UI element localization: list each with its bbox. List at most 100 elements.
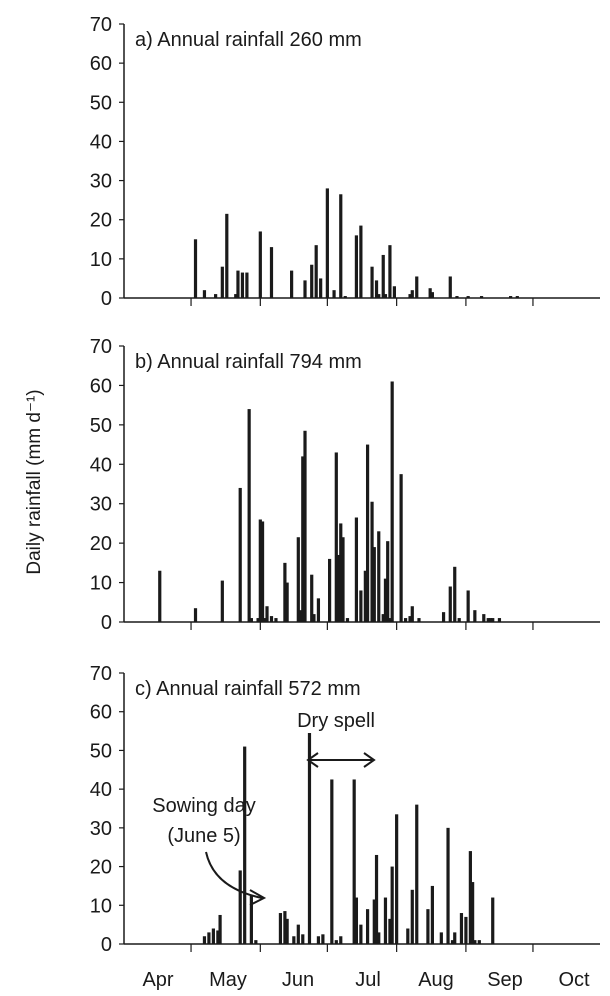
- rain-bar: [426, 909, 430, 944]
- y-tick-label: 20: [90, 533, 112, 555]
- rain-bar: [415, 804, 419, 944]
- rain-bar: [307, 733, 312, 944]
- rain-bar: [301, 934, 305, 944]
- panel-a: 0 10 20 30 40 50 60 70 a) Annual rainfall 260 mm: [90, 14, 600, 310]
- rain-bar: [383, 897, 388, 944]
- rain-bar: [310, 574, 314, 622]
- y-tick-label: 70: [90, 336, 112, 358]
- rain-bar: [441, 612, 446, 622]
- rain-bar: [408, 616, 412, 622]
- y-tick-label: 40: [90, 454, 112, 476]
- rain-bar: [193, 608, 198, 622]
- rain-bar: [354, 235, 359, 298]
- rain-bar: [339, 936, 343, 944]
- rain-bar: [471, 882, 475, 944]
- y-tick-label: 0: [101, 934, 112, 956]
- rain-bar: [310, 264, 314, 298]
- rain-bar: [330, 779, 334, 944]
- rain-bar: [220, 266, 224, 298]
- rain-bar: [372, 547, 376, 622]
- rain-bar: [341, 537, 345, 622]
- rain-bar: [466, 296, 470, 298]
- month-labels: Apr May Jun Jul Aug Sep Oct: [142, 969, 590, 991]
- y-tick-label: 30: [90, 171, 112, 193]
- rain-bar: [450, 940, 455, 944]
- rain-bar: [415, 276, 419, 298]
- panels-group: 0 10 20 30 40 50 60 70 a) Annual rainfall 260 mm…: [90, 14, 600, 956]
- rain-bar: [234, 294, 238, 298]
- rain-bar: [354, 897, 359, 944]
- rain-bar: [158, 570, 162, 622]
- rain-bar: [218, 914, 222, 944]
- y-tick-label: 10: [90, 249, 112, 271]
- rain-bar: [238, 870, 242, 944]
- rain-bar: [336, 554, 341, 622]
- rain-bar: [240, 272, 245, 298]
- rain-bar: [260, 521, 265, 622]
- rain-bar: [316, 598, 321, 622]
- rain-bar: [278, 913, 283, 944]
- rain-bar: [482, 614, 486, 622]
- rain-bar: [430, 292, 434, 298]
- rain-bar: [283, 562, 287, 622]
- sowing-arrow: [205, 851, 267, 906]
- rain-bar: [453, 932, 457, 944]
- rain-bar: [370, 501, 374, 622]
- rain-bar: [468, 851, 472, 944]
- rain-bar: [377, 932, 381, 944]
- rain-bar: [430, 885, 434, 944]
- y-tick-label: 30: [90, 494, 112, 516]
- panel-title: c) Annual rainfall 572 mm: [135, 678, 361, 700]
- dry-spell-arrow: [306, 752, 376, 768]
- rain-bar: [383, 578, 388, 622]
- rain-bar: [453, 566, 457, 622]
- rain-bar: [258, 519, 262, 622]
- rain-bar: [303, 280, 307, 298]
- sowing-day-label: Sowing day: [152, 795, 255, 817]
- rain-bar: [515, 296, 519, 298]
- y-tick-label: 70: [90, 663, 112, 685]
- rain-bar: [497, 618, 502, 622]
- rain-bar: [439, 932, 443, 944]
- y-tick-label: 50: [90, 740, 112, 762]
- rain-bar: [256, 618, 260, 622]
- rain-bar: [274, 618, 278, 622]
- sowing-date-label: (June 5): [167, 825, 240, 847]
- rain-bar: [283, 911, 287, 944]
- rain-bar: [365, 444, 370, 622]
- y-tick-label: 50: [90, 415, 112, 437]
- rain-bar: [249, 618, 253, 622]
- annotations: Dry spell Sowing day (June 5): [152, 710, 376, 906]
- rain-bar: [359, 225, 363, 298]
- rain-bar: [491, 897, 495, 944]
- y-tick-label: 10: [90, 895, 112, 917]
- rain-bar: [290, 270, 294, 298]
- rain-bar: [410, 606, 414, 622]
- rain-bar: [207, 932, 211, 944]
- rain-bar: [298, 610, 303, 622]
- rain-bar: [258, 231, 262, 298]
- rain-bar: [214, 294, 218, 298]
- rain-bar: [236, 270, 240, 298]
- rain-bar: [410, 889, 414, 944]
- rain-bar: [388, 918, 392, 944]
- rain-bar: [314, 245, 318, 298]
- rain-bar: [247, 409, 251, 622]
- y-tick-label: 10: [90, 573, 112, 595]
- rain-bar: [410, 290, 414, 298]
- rain-bar: [388, 618, 392, 622]
- rain-bar: [245, 272, 249, 298]
- rain-bar: [390, 866, 394, 944]
- y-tick-label: 40: [90, 779, 112, 801]
- rain-bar: [386, 541, 390, 622]
- y-tick-label: 50: [90, 92, 112, 114]
- dry-spell-label: Dry spell: [297, 710, 375, 732]
- rain-bar: [220, 580, 224, 622]
- y-tick-label: 60: [90, 53, 112, 75]
- rain-bar: [406, 928, 410, 944]
- panel-title: b) Annual rainfall 794 mm: [135, 351, 362, 373]
- rain-bar: [466, 590, 470, 622]
- rain-bar: [339, 523, 343, 622]
- rain-bar: [390, 381, 394, 622]
